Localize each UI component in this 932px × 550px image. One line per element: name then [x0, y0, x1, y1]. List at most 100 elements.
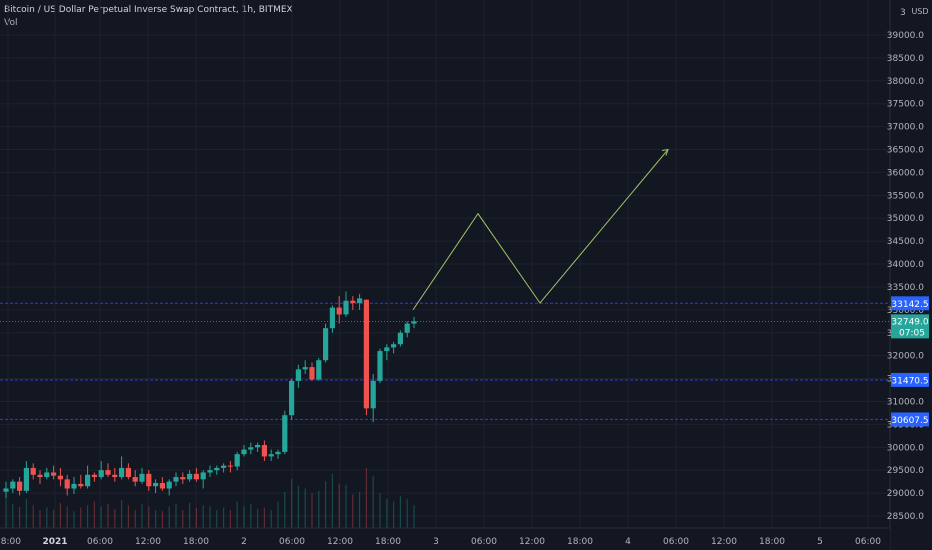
- candles: [3, 291, 417, 498]
- candle-body: [214, 467, 220, 471]
- volume-bar: [297, 486, 299, 528]
- candle-body: [384, 347, 390, 352]
- volume-bar: [331, 474, 333, 528]
- time-tick-label: 3: [433, 537, 439, 547]
- price-tick-label: 32000.0: [887, 352, 924, 362]
- candle-body: [30, 467, 36, 475]
- volume-bar: [243, 506, 245, 528]
- last-price-label: 32749.0: [891, 317, 928, 327]
- volume-bar: [127, 505, 129, 528]
- candle-body: [370, 380, 376, 409]
- candle-body: [139, 473, 145, 482]
- last-price-tag: [891, 314, 929, 339]
- volume-bar: [352, 494, 354, 528]
- candle-body: [10, 481, 16, 489]
- volume-bar: [338, 483, 340, 528]
- grid: [0, 0, 890, 528]
- candle-body: [227, 465, 233, 467]
- candle-body: [397, 332, 403, 345]
- candle-body: [275, 451, 281, 455]
- price-tick-label: 33500.0: [887, 283, 924, 293]
- candle-body: [98, 470, 104, 478]
- volume-bar: [386, 499, 388, 528]
- volume-bar: [311, 493, 313, 528]
- time-tick-label: 12:00: [327, 537, 353, 547]
- volume-bar: [19, 507, 21, 528]
- candle-body: [125, 467, 131, 478]
- candle-body: [336, 307, 342, 315]
- price-tick-partial: 3: [900, 8, 906, 18]
- currency-label: USD: [911, 7, 928, 16]
- volume-bar: [46, 507, 48, 528]
- volume-bar: [59, 502, 61, 528]
- volume-bar: [229, 510, 231, 528]
- candle-body: [166, 481, 172, 489]
- time-tick-label: 4: [625, 537, 631, 547]
- volume-bar: [284, 492, 286, 528]
- price-tick-label: 29500.0: [887, 466, 924, 476]
- volume-bar: [148, 506, 150, 528]
- candle-body: [316, 360, 322, 380]
- volume-bar: [406, 499, 408, 528]
- candle-body: [323, 328, 329, 361]
- volume-bar: [39, 510, 41, 528]
- price-tick-label: 30000.0: [887, 443, 924, 453]
- candle-body: [221, 465, 227, 468]
- time-tick-label: 12:00: [135, 537, 161, 547]
- time-tick-label: 18:00: [183, 537, 209, 547]
- candle-body: [187, 473, 193, 480]
- time-axis[interactable]: 18:00 2021 06:00 12:00 18:00 2 06:00 12:00 18:00…: [0, 527, 890, 550]
- volume-bar: [73, 511, 75, 528]
- volume-bar: [195, 507, 197, 528]
- price-tick-label: 37000.0: [887, 123, 924, 133]
- candle-body: [404, 323, 410, 333]
- volume-bar: [5, 495, 7, 528]
- time-tick-label: 06:00: [279, 537, 305, 547]
- volume-bar: [161, 511, 163, 528]
- candle-body: [411, 321, 417, 324]
- projection-path[interactable]: [412, 148, 669, 311]
- price-tick-label: 28500.0: [887, 512, 924, 522]
- candle-body: [180, 477, 186, 480]
- countdown-label: 07:05: [899, 328, 925, 338]
- level-price-label: 33142.5: [891, 300, 928, 310]
- price-tick-label: 37500.0: [887, 100, 924, 110]
- volume-bar: [53, 510, 55, 528]
- candle-body: [234, 454, 240, 467]
- candle-body: [57, 475, 63, 480]
- candle-body: [207, 470, 213, 473]
- time-tick-label: 06:00: [87, 537, 113, 547]
- candle-body: [302, 367, 308, 370]
- price-axis[interactable]: 39000.0 38500.0 38000.0 37500.0 37000.0 36500…: [887, 0, 932, 550]
- candle-body: [37, 474, 43, 478]
- volume-bar: [413, 505, 415, 528]
- candle-body: [329, 307, 335, 329]
- horizontal-levels[interactable]: 33142.5 31470.5 30607.5: [0, 296, 929, 427]
- candle-body: [78, 483, 84, 487]
- volume-bar: [318, 490, 320, 528]
- volume-bar: [216, 510, 218, 528]
- level-price-tag: [891, 296, 929, 311]
- volume-bar: [155, 510, 157, 528]
- volume-bar: [93, 501, 95, 528]
- volume-bar: [250, 504, 252, 528]
- volume-bar: [372, 476, 374, 528]
- price-tick-label: 35000.0: [887, 214, 924, 224]
- candle-body: [350, 300, 356, 303]
- volume-bar: [107, 504, 109, 528]
- time-tick-label: 18:00: [0, 537, 21, 547]
- candle-body: [357, 298, 363, 303]
- volume-bar: [325, 481, 327, 528]
- volume-bar: [12, 504, 14, 528]
- volume-bar: [168, 506, 170, 528]
- candle-body: [105, 470, 111, 475]
- volume-bar: [141, 504, 143, 528]
- volume-bar: [236, 501, 238, 528]
- candle-body: [44, 472, 50, 478]
- price-tick-label: 35500.0: [887, 191, 924, 201]
- volume-bar: [32, 505, 34, 528]
- candle-body: [112, 474, 118, 478]
- candle-body: [17, 481, 23, 491]
- time-tick-label: 2021: [42, 537, 67, 547]
